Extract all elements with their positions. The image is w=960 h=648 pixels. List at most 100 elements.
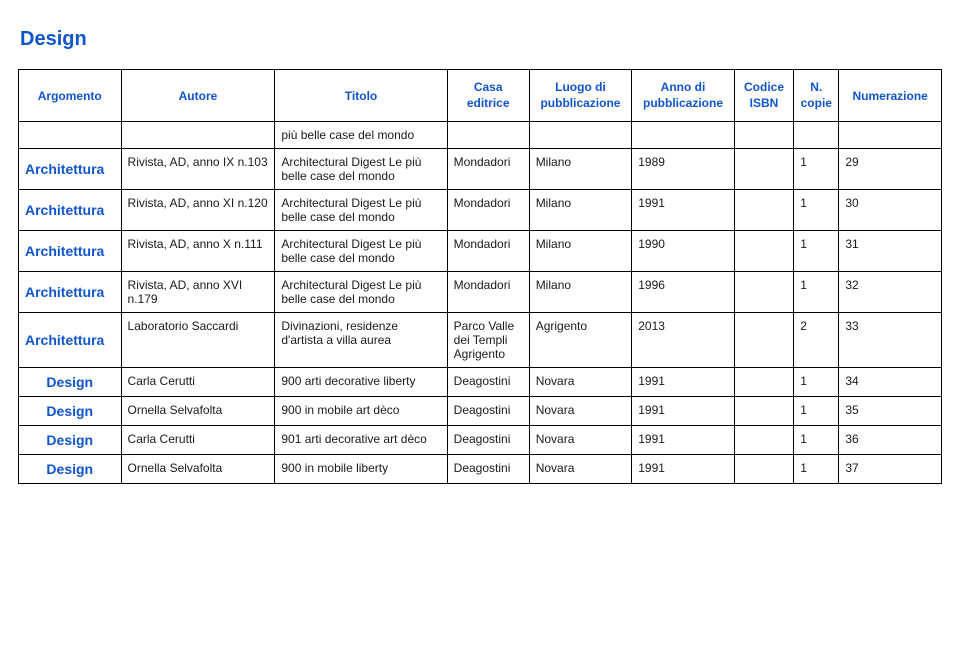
cell-autore: Rivista, AD, anno XI n.120	[121, 190, 275, 231]
cell-luogo: Milano	[529, 231, 632, 272]
table-row: DesignCarla Cerutti901 arti decorative a…	[19, 426, 942, 455]
cell-argomento: Design	[19, 426, 122, 455]
cell-anno: 1990	[632, 231, 735, 272]
cell-titolo: Architectural Digest Le più belle case d…	[275, 272, 447, 313]
cell-autore	[121, 122, 275, 149]
cell-numer: 37	[839, 455, 942, 484]
cell-casa: Deagostini	[447, 455, 529, 484]
cell-anno: 1996	[632, 272, 735, 313]
col-casa-editrice: Casa editrice	[447, 70, 529, 122]
cell-casa	[447, 122, 529, 149]
cell-casa: Deagostini	[447, 397, 529, 426]
cell-autore: Laboratorio Saccardi	[121, 313, 275, 368]
cell-casa: Parco Valle dei Templi Agrigento	[447, 313, 529, 368]
cell-autore: Rivista, AD, anno XVI n.179	[121, 272, 275, 313]
col-titolo: Titolo	[275, 70, 447, 122]
cell-argomento: Design	[19, 368, 122, 397]
cell-copie: 1	[794, 368, 839, 397]
cell-autore: Carla Cerutti	[121, 426, 275, 455]
cell-numer: 34	[839, 368, 942, 397]
table-row: DesignOrnella Selvafolta900 in mobile li…	[19, 455, 942, 484]
cell-numer	[839, 122, 942, 149]
col-anno: Anno di pubblicazione	[632, 70, 735, 122]
cell-argomento: Design	[19, 455, 122, 484]
table-body: più belle case del mondoArchitetturaRivi…	[19, 122, 942, 484]
cell-anno: 2013	[632, 313, 735, 368]
table-row: ArchitetturaRivista, AD, anno IX n.103Ar…	[19, 149, 942, 190]
cell-copie: 1	[794, 397, 839, 426]
cell-autore: Ornella Selvafolta	[121, 397, 275, 426]
cell-numer: 31	[839, 231, 942, 272]
cell-isbn	[734, 426, 793, 455]
col-anno-l1: Anno di	[638, 80, 728, 96]
cell-titolo: Divinazioni, residenze d'artista a villa…	[275, 313, 447, 368]
col-luogo: Luogo di pubblicazione	[529, 70, 632, 122]
cell-copie: 1	[794, 190, 839, 231]
cell-isbn	[734, 313, 793, 368]
cell-isbn	[734, 368, 793, 397]
cell-numer: 35	[839, 397, 942, 426]
cell-casa: Mondadori	[447, 272, 529, 313]
cell-titolo: 901 arti decorative art dèco	[275, 426, 447, 455]
cell-titolo: Architectural Digest Le più belle case d…	[275, 149, 447, 190]
cell-luogo: Novara	[529, 397, 632, 426]
cell-numer: 29	[839, 149, 942, 190]
cell-luogo: Milano	[529, 149, 632, 190]
cell-copie: 1	[794, 426, 839, 455]
cell-casa: Deagostini	[447, 426, 529, 455]
cell-anno	[632, 122, 735, 149]
table-row: ArchitetturaRivista, AD, anno XI n.120Ar…	[19, 190, 942, 231]
cell-copie: 1	[794, 231, 839, 272]
catalog-table: Argomento Autore Titolo Casa editrice Lu…	[18, 69, 942, 484]
cell-anno: 1991	[632, 426, 735, 455]
cell-autore: Ornella Selvafolta	[121, 455, 275, 484]
cell-numer: 30	[839, 190, 942, 231]
cell-casa: Mondadori	[447, 231, 529, 272]
cell-autore: Rivista, AD, anno IX n.103	[121, 149, 275, 190]
cell-casa: Mondadori	[447, 149, 529, 190]
cell-argomento: Architettura	[19, 190, 122, 231]
table-header-row: Argomento Autore Titolo Casa editrice Lu…	[19, 70, 942, 122]
cell-autore: Rivista, AD, anno X n.111	[121, 231, 275, 272]
cell-isbn	[734, 272, 793, 313]
cell-luogo: Milano	[529, 190, 632, 231]
table-row: ArchitetturaRivista, AD, anno X n.111Arc…	[19, 231, 942, 272]
cell-anno: 1991	[632, 455, 735, 484]
cell-isbn	[734, 231, 793, 272]
cell-numer: 32	[839, 272, 942, 313]
cell-luogo: Novara	[529, 368, 632, 397]
cell-argomento: Architettura	[19, 313, 122, 368]
cell-anno: 1991	[632, 190, 735, 231]
cell-numer: 33	[839, 313, 942, 368]
cell-copie: 1	[794, 455, 839, 484]
cell-copie: 2	[794, 313, 839, 368]
page-title: Design	[20, 28, 942, 51]
cell-isbn	[734, 122, 793, 149]
cell-anno: 1989	[632, 149, 735, 190]
cell-titolo: 900 in mobile liberty	[275, 455, 447, 484]
table-row: ArchitetturaLaboratorio SaccardiDivinazi…	[19, 313, 942, 368]
col-copie-l1: N.	[800, 80, 832, 96]
col-casa-l2: editrice	[454, 96, 523, 112]
cell-argomento: Architettura	[19, 231, 122, 272]
cell-isbn	[734, 190, 793, 231]
cell-titolo: Architectural Digest Le più belle case d…	[275, 231, 447, 272]
cell-anno: 1991	[632, 368, 735, 397]
table-row: ArchitetturaRivista, AD, anno XVI n.179A…	[19, 272, 942, 313]
cell-isbn	[734, 397, 793, 426]
col-argomento: Argomento	[19, 70, 122, 122]
cell-copie: 1	[794, 149, 839, 190]
col-numerazione: Numerazione	[839, 70, 942, 122]
col-isbn-l1: Codice	[741, 80, 787, 96]
cell-titolo: 900 arti decorative liberty	[275, 368, 447, 397]
cell-luogo: Milano	[529, 272, 632, 313]
cell-luogo	[529, 122, 632, 149]
cell-luogo: Agrigento	[529, 313, 632, 368]
cell-isbn	[734, 455, 793, 484]
col-copie-l2: copie	[800, 96, 832, 112]
cell-casa: Deagostini	[447, 368, 529, 397]
table-row: DesignOrnella Selvafolta900 in mobile ar…	[19, 397, 942, 426]
table-row: più belle case del mondo	[19, 122, 942, 149]
cell-luogo: Novara	[529, 455, 632, 484]
col-anno-l2: pubblicazione	[638, 96, 728, 112]
